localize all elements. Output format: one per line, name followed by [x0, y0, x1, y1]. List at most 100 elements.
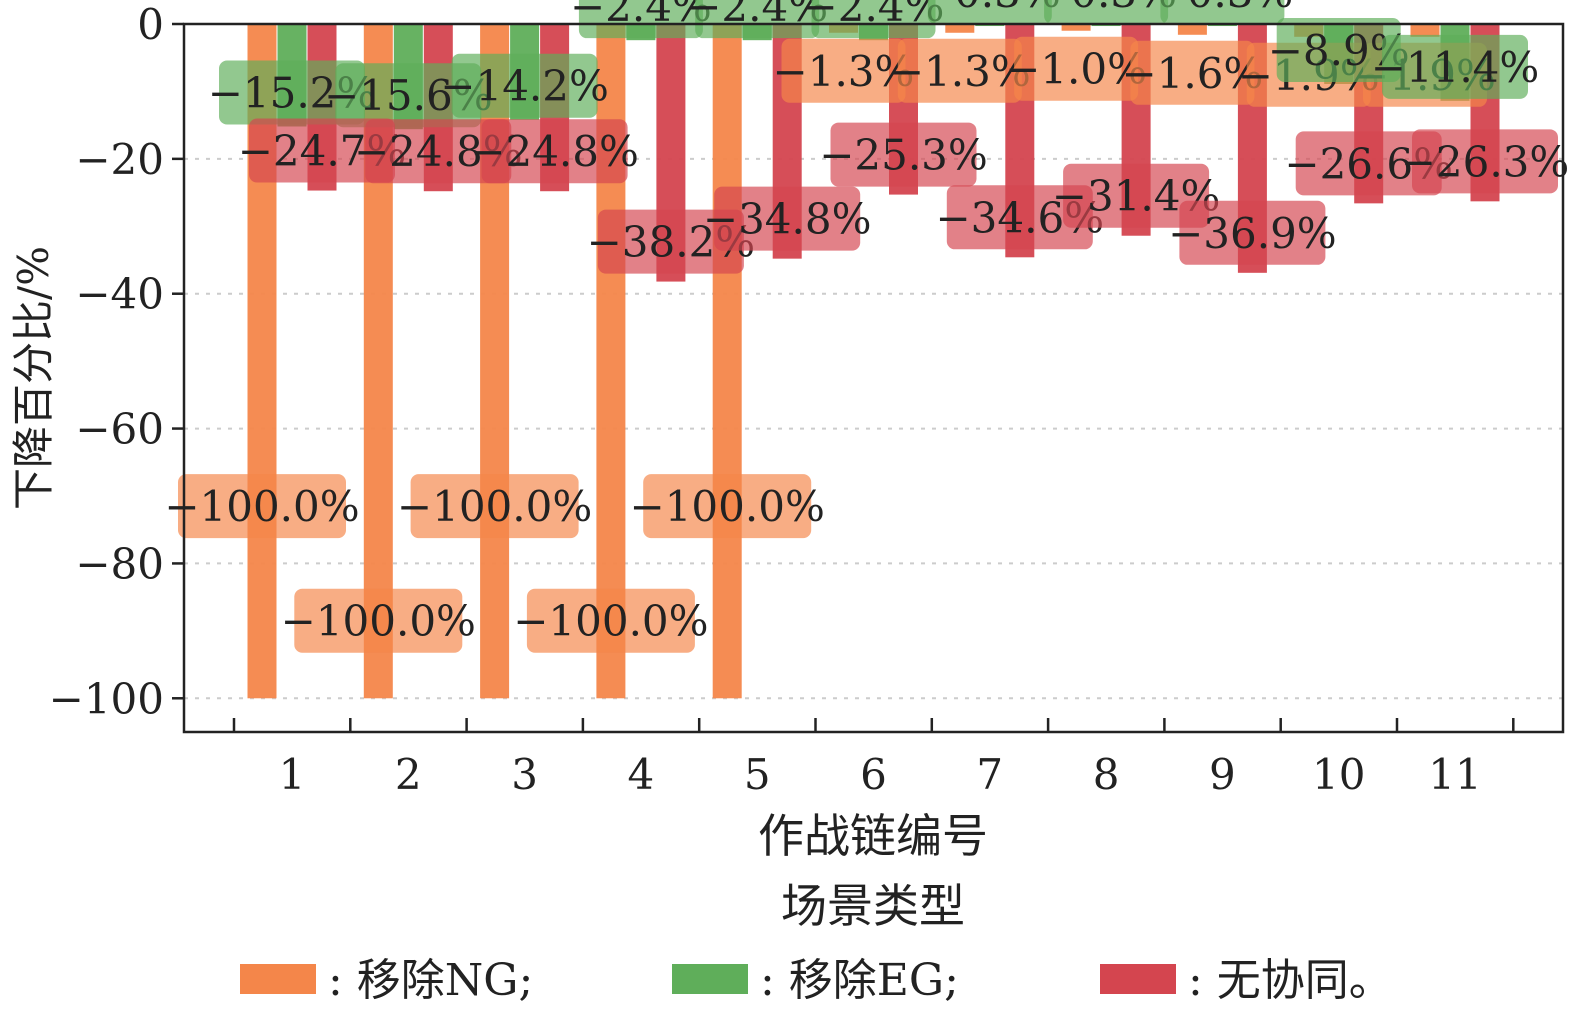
y-tick-label: −60	[75, 405, 164, 454]
data-label: −34.8%	[703, 186, 872, 251]
legend-title: 场景类型	[781, 879, 965, 933]
data-label-text: −100.0%	[281, 597, 476, 646]
legend-label: : 移除NG;	[328, 955, 533, 1006]
x-tick-label: 11	[1428, 750, 1481, 799]
bar-1-9	[1177, 24, 1207, 35]
data-label-box	[897, 38, 1022, 103]
data-label-text: −34.8%	[703, 195, 872, 244]
data-label-box	[410, 474, 579, 539]
data-label: −24.8%	[354, 119, 523, 184]
legend-item-3: : 无协同。	[1100, 955, 1393, 1006]
data-label-box	[335, 63, 482, 128]
data-label-text: −1.0%	[1005, 45, 1147, 94]
data-label: −1.0%	[1005, 36, 1147, 101]
data-label-text: −2.4%	[686, 0, 828, 31]
data-label-box	[1179, 200, 1326, 265]
y-tick-label: −40	[75, 270, 164, 319]
data-label-text: −100.0%	[513, 597, 708, 646]
legend-label: : 无协同。	[1188, 955, 1393, 1006]
data-label: −100.0%	[281, 588, 476, 653]
data-label-box	[526, 588, 695, 653]
data-label-text: −11.4%	[1371, 43, 1540, 92]
data-label: −1.3%	[889, 38, 1031, 103]
data-label-box	[451, 53, 598, 118]
data-label: −100.0%	[630, 474, 825, 539]
data-label-box	[643, 474, 812, 539]
legend-item-2: : 移除EG;	[672, 955, 959, 1006]
legend-swatch	[672, 964, 748, 994]
x-tick-label: 10	[1312, 750, 1365, 799]
data-label: −2.4%	[803, 0, 944, 39]
data-label: −1.3%	[773, 38, 915, 103]
data-label-box	[811, 0, 936, 39]
data-labels: −100.0% −100.0% −100.0% −100.0% −100.0% −1.3%…	[164, 0, 1569, 653]
data-label-box	[365, 119, 512, 184]
data-label-text: −14.2%	[440, 62, 609, 111]
data-label: −2.4%	[570, 0, 712, 39]
data-label-text: −24.8%	[470, 127, 639, 176]
data-label: −11.4%	[1371, 34, 1540, 99]
data-label: −24.8%	[470, 119, 639, 184]
data-label-text: −0.3%	[1035, 0, 1177, 17]
data-label-text: −1.3%	[773, 47, 915, 96]
data-label: −14.2%	[440, 53, 609, 118]
data-label: −1.6%	[1121, 40, 1263, 105]
data-label-box	[1160, 0, 1285, 25]
data-label-text: −0.3%	[1151, 0, 1293, 17]
y-tick-label: 0	[137, 0, 164, 49]
data-label-text: −1.3%	[889, 47, 1031, 96]
x-tick-label: 1	[279, 750, 306, 799]
data-label-box	[1130, 40, 1255, 105]
data-label-box	[1014, 36, 1139, 101]
data-label-box	[781, 38, 906, 103]
data-label: −25.3%	[819, 122, 988, 187]
data-label-text: −2.4%	[570, 0, 712, 31]
data-label-box	[830, 122, 977, 187]
data-label-box	[219, 60, 365, 125]
x-tick-label: 3	[511, 750, 538, 799]
data-label: −2.4%	[686, 0, 828, 39]
data-label-text: −100.0%	[397, 482, 592, 531]
legend-item-1: : 移除NG;	[240, 955, 533, 1006]
data-label-box	[1044, 0, 1169, 25]
data-label-box	[714, 186, 861, 251]
data-label-box	[1382, 34, 1528, 99]
data-label-box	[1295, 131, 1442, 196]
data-label: −0.3%	[1035, 0, 1177, 25]
data-label: −36.9%	[1168, 200, 1337, 265]
data-label-box	[946, 185, 1093, 250]
data-label: −0.3%	[919, 0, 1061, 25]
x-tick-label: 7	[976, 750, 1003, 799]
data-label-text: −25.3%	[819, 131, 988, 180]
data-label-box	[597, 209, 744, 274]
x-tick-label: 6	[860, 750, 887, 799]
bar-1-11	[1410, 24, 1440, 37]
x-axis-title: 作战链编号	[758, 809, 988, 863]
data-label-box	[927, 0, 1052, 25]
axis-ticks: 0 −20 −40 −60 −80 −100 1 2 3 4 5 6 7 8 9 10 11	[49, 0, 1515, 799]
x-tick-label: 9	[1209, 750, 1236, 799]
y-tick-label: −80	[75, 539, 164, 588]
data-label-box	[1063, 163, 1210, 228]
data-label: −100.0%	[164, 474, 360, 539]
plot-frame	[182, 22, 1565, 734]
data-label: −26.3%	[1401, 129, 1569, 194]
x-tick-label: 2	[395, 750, 422, 799]
legend-swatch	[240, 964, 316, 994]
data-label-text: −36.9%	[1168, 209, 1337, 258]
legend-label: : 移除EG;	[760, 955, 959, 1006]
legend-swatch	[1100, 964, 1176, 994]
data-label: −100.0%	[397, 474, 592, 539]
x-tick-label: 4	[628, 750, 655, 799]
data-label-box	[1412, 129, 1558, 194]
y-tick-label: −20	[75, 135, 164, 184]
data-label: −0.3%	[1151, 0, 1293, 25]
data-label-box	[294, 588, 463, 653]
data-label-text: −0.3%	[919, 0, 1061, 17]
data-label-box	[695, 0, 820, 39]
data-label-box	[249, 118, 395, 183]
data-label-box	[481, 119, 628, 184]
bar-1-5	[712, 24, 742, 699]
data-label-box	[178, 474, 346, 539]
data-label: −100.0%	[513, 588, 709, 653]
